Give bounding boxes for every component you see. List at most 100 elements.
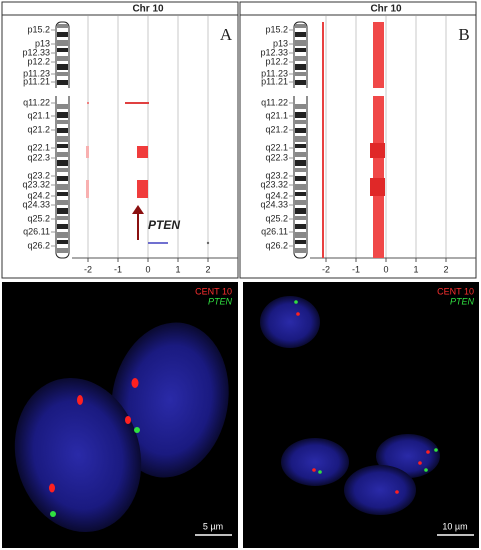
ideogram-band [295, 120, 306, 124]
band-label: q26.11 [261, 226, 288, 236]
band-label: q23.2 [27, 170, 50, 180]
ideogram-band [57, 208, 68, 214]
legend-red: CENT 10 [195, 286, 232, 296]
ideogram-band [295, 144, 306, 148]
legend-red: CENT 10 [437, 286, 474, 296]
gene-annotation: PTEN [148, 218, 180, 232]
ideogram-band [295, 32, 306, 37]
band-label: q21.1 [27, 110, 50, 120]
ideogram-band [295, 24, 306, 28]
ideogram-band [295, 240, 306, 244]
legend-green: PTEN [450, 296, 475, 306]
band-label: p12.33 [260, 47, 288, 57]
ideogram-band [295, 208, 306, 214]
x-tick-label: 0 [145, 264, 150, 274]
centromere [55, 88, 70, 96]
ideogram-band [57, 144, 68, 148]
band-label: p12.33 [22, 47, 50, 57]
ideogram-band [295, 224, 306, 229]
band-label: p13 [273, 38, 288, 48]
ideogram-band [295, 56, 306, 61]
fish-image-a [2, 282, 238, 548]
cn-segments-a [86, 102, 210, 245]
band-label: q23.32 [260, 179, 288, 189]
ideogram-band [57, 248, 68, 253]
scale-bar-label: 5 µm [203, 521, 223, 531]
ideogram-band [57, 72, 68, 76]
ideogram-band [295, 232, 306, 238]
band-label: q24.33 [22, 199, 50, 209]
band-label: p13 [35, 38, 50, 48]
band-label: q26.11 [23, 226, 50, 236]
band-label: p15.2 [27, 24, 50, 34]
band-label: q23.32 [22, 179, 50, 189]
band-label: q22.3 [27, 152, 50, 162]
ideogram-band [295, 136, 306, 142]
panel-frame [1, 1, 239, 279]
ideogram-band [295, 152, 306, 157]
ideogram-band [57, 56, 68, 61]
band-label: q22.3 [265, 152, 288, 162]
ideogram-band [57, 40, 68, 46]
panel-frame [239, 1, 477, 279]
ideogram-band [57, 112, 68, 118]
panel-title: Chr 10 [132, 4, 164, 15]
band-label: q21.2 [265, 124, 288, 134]
band-label: q25.2 [27, 213, 50, 223]
band-label: p15.2 [265, 24, 288, 34]
band-label: q25.2 [265, 213, 288, 223]
ideogram-band [295, 72, 306, 76]
band-label: p11.21 [23, 76, 50, 86]
band-label: p11.23 [261, 68, 288, 78]
ideogram-band [57, 192, 68, 196]
x-tick-label: -2 [84, 264, 92, 274]
panel-title: Chr 10 [370, 4, 402, 15]
x-tick-label: 0 [383, 264, 388, 274]
ideogram-band [295, 168, 306, 172]
band-label: q26.2 [265, 240, 288, 250]
band-label: q26.2 [27, 240, 50, 250]
legend-green: PTEN [208, 296, 233, 306]
ideogram-band [295, 200, 306, 205]
ideogram-band [295, 48, 306, 52]
x-tick-label: 1 [175, 264, 180, 274]
ideogram-band [57, 24, 68, 28]
ideogram-band [57, 224, 68, 229]
fish-image-b [243, 282, 479, 548]
band-label: p12.2 [27, 56, 50, 66]
centromere [293, 88, 308, 96]
ideogram-band [57, 200, 68, 205]
ideogram-band [57, 216, 68, 220]
ideogram-band [295, 248, 306, 253]
band-label: q22.1 [27, 142, 50, 152]
x-tick-label: 2 [205, 264, 210, 274]
band-label: q24.2 [265, 190, 288, 200]
ideogram-band [295, 216, 306, 220]
x-tick-label: -1 [114, 264, 122, 274]
panel-letter: B [458, 25, 469, 44]
ideogram-band [57, 32, 68, 37]
ideogram-band [295, 128, 306, 133]
scale-bar-label: 10 µm [442, 521, 467, 531]
ideogram-band [57, 136, 68, 142]
ideogram-band [295, 160, 306, 166]
band-label: q11.22 [261, 97, 288, 107]
ideogram-band [57, 168, 68, 172]
ideogram-band [57, 160, 68, 166]
ideogram-band [57, 176, 68, 181]
ideogram-band [57, 232, 68, 238]
ideogram-band [295, 104, 306, 109]
band-label: q23.2 [265, 170, 288, 180]
band-label: p11.21 [261, 76, 288, 86]
ideogram-band [57, 120, 68, 124]
band-label: p11.23 [23, 68, 50, 78]
ideogram-band [295, 80, 306, 85]
ideogram-band [295, 176, 306, 181]
ideogram-band [295, 64, 306, 70]
cn-segments-b [322, 22, 385, 258]
ideogram-band [295, 112, 306, 118]
ideogram-band [57, 64, 68, 70]
